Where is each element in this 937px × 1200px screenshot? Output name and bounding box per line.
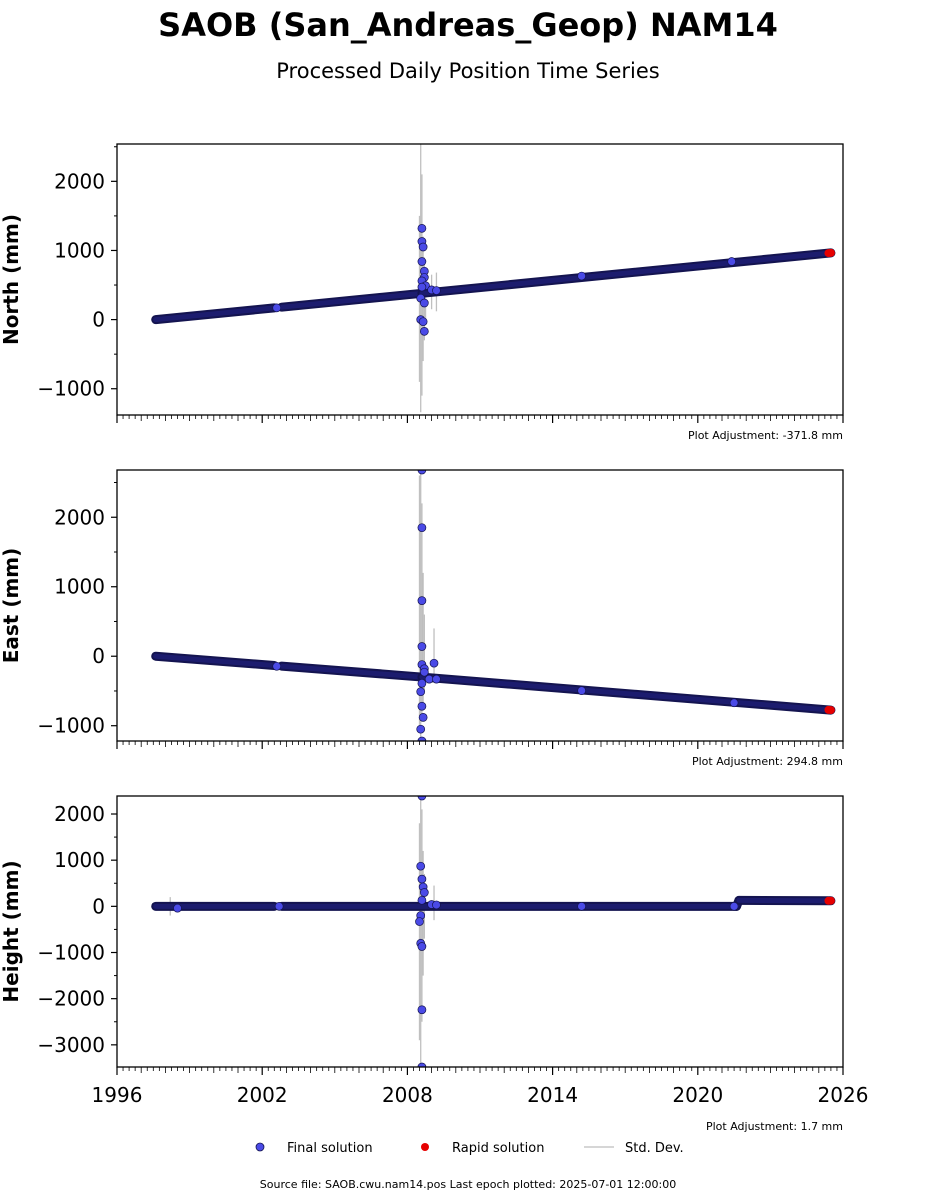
plot-area — [151, 470, 836, 741]
rapid-solution-point — [826, 248, 835, 257]
panels: −1000 0 1000 2000 North (mm) Plot Adjustment:… — [0, 143, 869, 1133]
legend: Final solution Rapid solution Std. Dev. — [255, 1141, 684, 1156]
final-solution-point — [274, 901, 284, 911]
y-tick-label: 2000 — [54, 802, 105, 826]
final-solution-point — [432, 674, 441, 684]
plot-area — [151, 796, 836, 1067]
final-solution-point — [419, 326, 429, 336]
rapid-solution-point — [826, 706, 835, 715]
final-solution-point — [417, 796, 427, 801]
final-solution-point — [417, 1062, 427, 1067]
final-solution-series-core — [153, 305, 277, 323]
panel-3: −3000 −2000 −1000 0 1000 2000 1996 2002 2008 2014… — [0, 795, 869, 1133]
final-solution-point — [416, 861, 426, 871]
final-solution-point — [418, 242, 428, 252]
rapid-solution-point — [826, 896, 835, 905]
final-solution-series-core — [419, 250, 834, 296]
final-solution-point — [417, 223, 427, 233]
panel-2: −1000 0 1000 2000 East (mm) Plot Adjustment: … — [0, 469, 844, 768]
final-solution-point — [577, 901, 586, 911]
panel-frame — [116, 143, 844, 416]
final-solution-point — [272, 303, 282, 313]
final-solution-point — [417, 736, 427, 741]
final-solution-series-core — [279, 663, 425, 680]
final-solution-point — [727, 257, 737, 266]
final-solution-point — [432, 286, 441, 295]
final-solution-point — [272, 661, 282, 671]
legend-std-label: Std. Dev. — [625, 1141, 684, 1156]
y-axis-label: North (mm) — [0, 214, 23, 345]
y-axis-label: Height (mm) — [0, 860, 23, 1002]
x-tick-label: 2020 — [672, 1083, 723, 1107]
final-solution-point — [417, 470, 427, 475]
y-tick-label: −2000 — [37, 987, 105, 1011]
chart-title: SAOB (San_Andreas_Geop) NAM14 — [158, 6, 778, 44]
final-solution-point — [418, 317, 428, 327]
final-solution-point — [418, 713, 428, 722]
final-solution-point — [415, 917, 424, 926]
y-tick-label: −1000 — [37, 941, 105, 965]
legend-final-label: Final solution — [287, 1141, 373, 1156]
plot-adjustment-note: Plot Adjustment: 1.7 mm — [706, 1120, 843, 1133]
footer-source: Source file: SAOB.cwu.nam14.pos Last epo… — [260, 1178, 676, 1191]
final-solution-point — [729, 698, 739, 708]
final-solution-point — [432, 900, 441, 910]
final-solution-point — [417, 1005, 427, 1015]
final-solution-point — [417, 257, 427, 266]
y-tick-label: −1000 — [37, 714, 105, 738]
final-solution-point — [417, 895, 427, 905]
x-tick-label: 2008 — [382, 1083, 433, 1107]
final-solution-point — [173, 903, 182, 913]
final-solution-point — [417, 701, 427, 711]
final-solution-point — [424, 674, 434, 684]
chart-subtitle: Processed Daily Position Time Series — [276, 59, 660, 83]
final-solution-point — [577, 271, 586, 281]
plot-adjustment-note: Plot Adjustment: 294.8 mm — [692, 755, 843, 768]
y-tick-label: 1000 — [54, 848, 105, 872]
final-solution-point — [416, 724, 426, 734]
final-solution-series-core — [419, 674, 834, 713]
plot-adjustment-note: Plot Adjustment: -371.8 mm — [688, 429, 843, 442]
final-solution-point — [419, 298, 429, 308]
final-solution-point — [416, 687, 426, 697]
final-solution-point — [417, 874, 427, 884]
y-axis-label: East (mm) — [0, 548, 23, 664]
x-tick-label: 1996 — [92, 1083, 143, 1107]
y-tick-label: 2000 — [54, 169, 105, 193]
panel-1: −1000 0 1000 2000 North (mm) Plot Adjustment:… — [0, 143, 844, 442]
y-tick-label: 1000 — [54, 238, 105, 262]
final-solution-point — [417, 523, 427, 533]
final-solution-point — [429, 658, 439, 668]
final-solution-series-core — [279, 290, 425, 310]
panel-frame — [116, 795, 844, 1068]
final-solution-point — [729, 901, 739, 911]
x-tick-label: 2026 — [818, 1083, 869, 1107]
final-solution-point — [577, 686, 586, 695]
y-tick-label: 2000 — [54, 505, 105, 529]
y-tick-label: −3000 — [37, 1033, 105, 1057]
final-solution-point — [417, 642, 427, 651]
y-tick-label: 0 — [92, 308, 105, 332]
final-solution-point — [417, 942, 427, 951]
y-tick-label: 1000 — [54, 575, 105, 599]
final-solution-point — [419, 667, 429, 677]
y-tick-label: 0 — [92, 644, 105, 668]
final-solution-point — [417, 282, 427, 292]
x-tick-label: 2014 — [527, 1083, 578, 1107]
legend-rapid-label: Rapid solution — [452, 1141, 544, 1156]
final-solution-point — [419, 888, 429, 897]
final-solution-point — [417, 678, 427, 688]
x-tick-label: 2002 — [237, 1083, 288, 1107]
legend-final-marker — [255, 1142, 265, 1152]
y-tick-label: −1000 — [37, 377, 105, 401]
legend-rapid-marker — [421, 1143, 429, 1151]
final-solution-series-core — [153, 653, 277, 669]
y-tick-label: 0 — [92, 894, 105, 918]
final-solution-point — [417, 596, 427, 605]
plot-area — [151, 144, 836, 413]
